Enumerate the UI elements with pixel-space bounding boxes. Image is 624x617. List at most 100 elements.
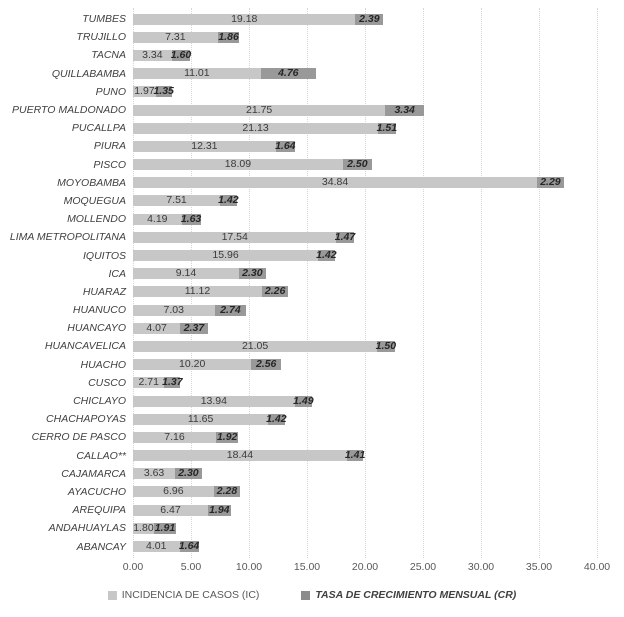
- bar-track: 3.34 1.60: [133, 46, 192, 64]
- chart-row: TRUJILLO 7.31 1.86: [0, 28, 624, 46]
- bar-value-label: 1.80: [133, 521, 154, 534]
- category-label: PUNO: [95, 85, 126, 98]
- ic-bar-segment: 1.80: [133, 521, 154, 534]
- bar-track: 18.44 1.41: [133, 447, 365, 465]
- category-label: CHICLAYO: [73, 395, 126, 408]
- chart-row: AYACUCHO 6.96 2.28: [0, 483, 624, 501]
- bar-value-label: 18.09: [224, 158, 252, 171]
- bar-track: 12.31 1.64: [133, 137, 296, 155]
- bar-value-label: 7.31: [165, 30, 186, 43]
- x-axis-tick-label: 40.00: [583, 561, 611, 573]
- bar-track: 7.31 1.86: [133, 28, 240, 46]
- bar-track: 11.01 4.76: [133, 65, 316, 83]
- category-label: AREQUIPA: [72, 504, 126, 517]
- gridline: [307, 8, 308, 558]
- bar-track: 34.84 2.29: [133, 174, 564, 192]
- bar-value-label: 2.37: [183, 321, 205, 334]
- category-label: CALLAO**: [76, 449, 126, 462]
- bar-value-label: 6.96: [163, 485, 184, 498]
- bar-value-label: 1.42: [266, 412, 287, 425]
- ic-bar-segment: 18.44: [133, 450, 347, 462]
- bar-value-label: 3.34: [142, 48, 163, 61]
- ic-bar-segment: 18.09: [133, 158, 343, 171]
- category-label: HUARAZ: [82, 285, 126, 298]
- cr-bar-segment: 1.91: [153, 522, 177, 534]
- cr-bar-segment: 1.37: [162, 376, 183, 389]
- ic-bar-segment: 17.54: [133, 231, 337, 243]
- x-axis-tick-label: 10.00: [235, 561, 263, 573]
- chart-row: PISCO 18.09 2.50: [0, 156, 624, 174]
- ic-bar-segment: 34.84: [133, 177, 538, 189]
- chart-row: PUNO 1.97 1.35: [0, 83, 624, 101]
- bar-track: 19.18 2.39: [133, 10, 384, 28]
- bar-value-label: 4.01: [146, 540, 167, 553]
- category-label: HUANUCO: [72, 304, 126, 317]
- category-label: TACNA: [91, 49, 126, 62]
- cr-bar-segment: 1.64: [178, 540, 200, 553]
- bar-track: 21.13 1.51: [133, 119, 397, 137]
- category-label: LIMA METROPOLITANA: [9, 231, 126, 244]
- x-axis-tick-label: 25.00: [409, 561, 437, 573]
- category-label: CERRO DE PASCO: [31, 431, 126, 444]
- cr-bar-segment: 1.42: [218, 194, 239, 207]
- bar-track: 1.80 1.91: [133, 519, 177, 537]
- chart-row: MOLLENDO 4.19 1.63: [0, 210, 624, 228]
- bar-value-label: 2.28: [216, 485, 238, 498]
- cr-bar-segment: 1.35: [153, 85, 174, 98]
- bar-value-label: 1.64: [178, 540, 200, 553]
- ic-bar-segment: 4.01: [133, 540, 180, 553]
- category-label: ICA: [108, 267, 126, 280]
- chart-row: HUACHO 10.20 2.56: [0, 356, 624, 374]
- chart-row: IQUITOS 15.96 1.42: [0, 246, 624, 264]
- bar-track: 7.16 1.92: [133, 428, 239, 446]
- cr-bar-segment: 2.56: [251, 359, 281, 371]
- ic-bar-segment: 10.20: [133, 359, 252, 371]
- category-label: ABANCAY: [76, 540, 126, 553]
- cr-bar-segment: 2.50: [342, 158, 372, 171]
- bar-value-label: 19.18: [231, 12, 258, 25]
- ic-bar-segment: 11.01: [133, 68, 261, 80]
- category-label: QUILLABAMBA: [51, 67, 126, 80]
- ic-bar-segment: 15.96: [133, 250, 319, 262]
- bar-value-label: 2.50: [347, 158, 368, 171]
- bar-value-label: 21.13: [242, 121, 269, 134]
- category-label: TUMBES: [82, 13, 126, 26]
- ic-bar-segment: 7.03: [133, 304, 215, 316]
- chart-row: TUMBES 19.18 2.39: [0, 10, 624, 28]
- ic-legend-swatch: [107, 590, 117, 600]
- gridlines: [0, 8, 624, 558]
- bar-value-label: 4.76: [278, 67, 299, 80]
- ic-bar-segment: 6.47: [133, 504, 209, 516]
- cr-bar-segment: 1.42: [316, 250, 337, 262]
- bar-track: 17.54 1.47: [133, 228, 355, 246]
- cr-bar-segment: 1.94: [208, 504, 231, 516]
- bar-value-label: 4.07: [146, 321, 167, 334]
- ic-bar-segment: 11.65: [133, 413, 269, 425]
- ic-bar-segment: 6.96: [133, 485, 214, 498]
- cr-bar-segment: 1.47: [335, 231, 355, 243]
- chart-row: HUANUCO 7.03 2.74: [0, 301, 624, 319]
- ic-bar-segment: 21.75: [133, 104, 386, 116]
- category-label: HUANCAVELICA: [44, 340, 126, 353]
- ic-bar-segment: 7.51: [133, 195, 221, 207]
- bar-track: 4.01 1.64: [133, 537, 199, 555]
- bar-value-label: 1.42: [218, 194, 239, 207]
- cr-bar-segment: 2.29: [537, 177, 564, 189]
- cr-bar-segment: 1.51: [377, 122, 397, 134]
- gridline: [423, 8, 424, 558]
- ic-bar-segment: 11.12: [133, 286, 262, 298]
- ic-bar-segment: 21.05: [133, 340, 378, 352]
- bar-value-label: 1.37: [162, 376, 183, 389]
- chart-row: CERRO DE PASCO 7.16 1.92: [0, 428, 624, 446]
- bar-value-label: 1.35: [153, 85, 174, 98]
- bar-track: 7.03 2.74: [133, 301, 247, 319]
- cr-legend-label: TASA DE CRECIMIENTO MENSUAL (CR): [315, 589, 517, 601]
- bar-value-label: 1.50: [375, 339, 397, 352]
- x-axis-tick-label: 15.00: [293, 561, 321, 573]
- category-label: PUCALLPA: [71, 122, 126, 135]
- bar-track: 4.07 2.37: [133, 319, 208, 337]
- bar-track: 21.05 1.50: [133, 337, 397, 355]
- cr-bar-segment: 1.63: [181, 213, 201, 225]
- cr-bar-segment: 1.60: [170, 48, 192, 61]
- bar-value-label: 1.60: [170, 48, 192, 61]
